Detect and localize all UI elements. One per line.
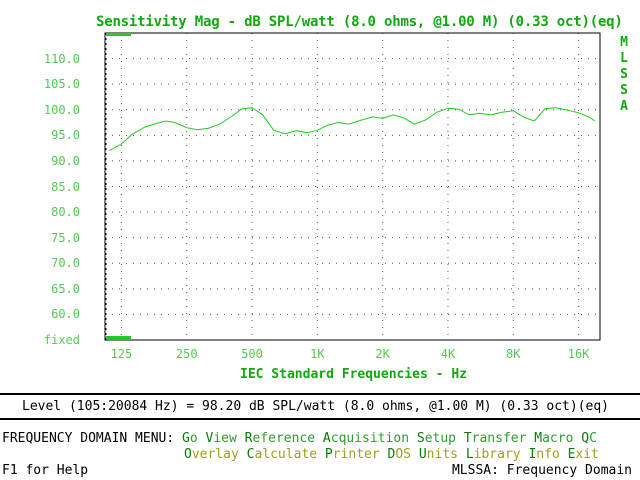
y-tick-label: 65.0 — [51, 281, 80, 296]
menu-item-reference[interactable]: Reference — [244, 431, 316, 446]
side-label-letter: L — [620, 51, 628, 66]
series-line — [109, 107, 596, 152]
x-tick-label: 8K — [506, 347, 521, 361]
menu-heading: FREQUENCY DOMAIN MENU: — [2, 431, 175, 446]
y-tick-label: 90.0 — [51, 153, 80, 168]
top-marker — [106, 33, 131, 36]
menu-item-library[interactable]: Library — [465, 447, 521, 462]
side-label-letter: S — [620, 83, 628, 98]
bottom-marker — [106, 336, 131, 339]
y-tick-label: 95.0 — [51, 128, 80, 143]
menu-item-view[interactable]: View — [205, 431, 237, 446]
chart-grid — [105, 33, 600, 340]
menu-item-setup[interactable]: Setup — [416, 431, 456, 446]
y-tick-label: fixed — [43, 333, 80, 347]
menu-item-exit[interactable]: Exit — [567, 447, 599, 462]
menu-item-acquisition[interactable]: Acquisition — [322, 431, 410, 446]
menu-item-printer[interactable]: Printer — [324, 447, 380, 462]
chart-title: Sensitivity Mag - dB SPL/watt (8.0 ohms,… — [96, 14, 623, 30]
x-axis-label: IEC Standard Frequencies - Hz — [240, 367, 467, 382]
menu-item-calculate[interactable]: Calculate — [246, 447, 318, 462]
menu-row-2: Overlay Calculate Printer DOS Units Libr… — [184, 447, 599, 462]
menu-item-info[interactable]: Info — [528, 447, 560, 462]
menu-item-dos[interactable]: DOS — [387, 447, 412, 462]
y-tick-label: 105.0 — [43, 77, 80, 92]
y-tick-label: 85.0 — [51, 179, 80, 194]
x-tick-label: 2K — [375, 347, 390, 361]
x-tick-label: 125 — [110, 347, 133, 361]
y-tick-label: 75.0 — [51, 230, 80, 245]
menu-item-qc[interactable]: QC — [581, 431, 597, 446]
y-tick-label: 80.0 — [51, 205, 80, 220]
level-readout: Level (105:20084 Hz) = 98.20 dB SPL/watt… — [22, 399, 609, 414]
menu-item-go[interactable]: Go — [182, 431, 198, 446]
side-label-letter: M — [620, 35, 628, 50]
status-text: MLSSA: Frequency Domain — [451, 463, 632, 478]
separator-bottom — [0, 418, 640, 420]
separator-top — [0, 393, 640, 395]
menu-item-macro[interactable]: Macro — [534, 431, 574, 446]
x-tick-label: 1K — [310, 347, 325, 361]
x-tick-label: 16K — [567, 347, 590, 361]
series-line-path — [109, 107, 596, 152]
menu-item-overlay[interactable]: Overlay — [184, 447, 239, 462]
y-tick-label: 60.0 — [51, 307, 80, 322]
y-tick-label: 110.0 — [43, 51, 80, 66]
x-tick-label: 4K — [440, 347, 456, 361]
menu-row-1: FREQUENCY DOMAIN MENU: Go View Reference… — [2, 431, 597, 446]
menu-item-transfer[interactable]: Transfer — [463, 431, 527, 446]
y-tick-label: 100.0 — [43, 102, 80, 117]
x-tick-label: 250 — [175, 347, 198, 361]
help-hint: F1 for Help — [2, 463, 89, 478]
x-tick-label: 500 — [241, 347, 263, 361]
plot-frame — [104, 32, 601, 341]
menu-item-units[interactable]: Units — [418, 447, 458, 462]
side-label-letter: S — [620, 67, 628, 82]
y-tick-label: 70.0 — [51, 256, 80, 271]
side-label-letter: A — [620, 99, 628, 114]
